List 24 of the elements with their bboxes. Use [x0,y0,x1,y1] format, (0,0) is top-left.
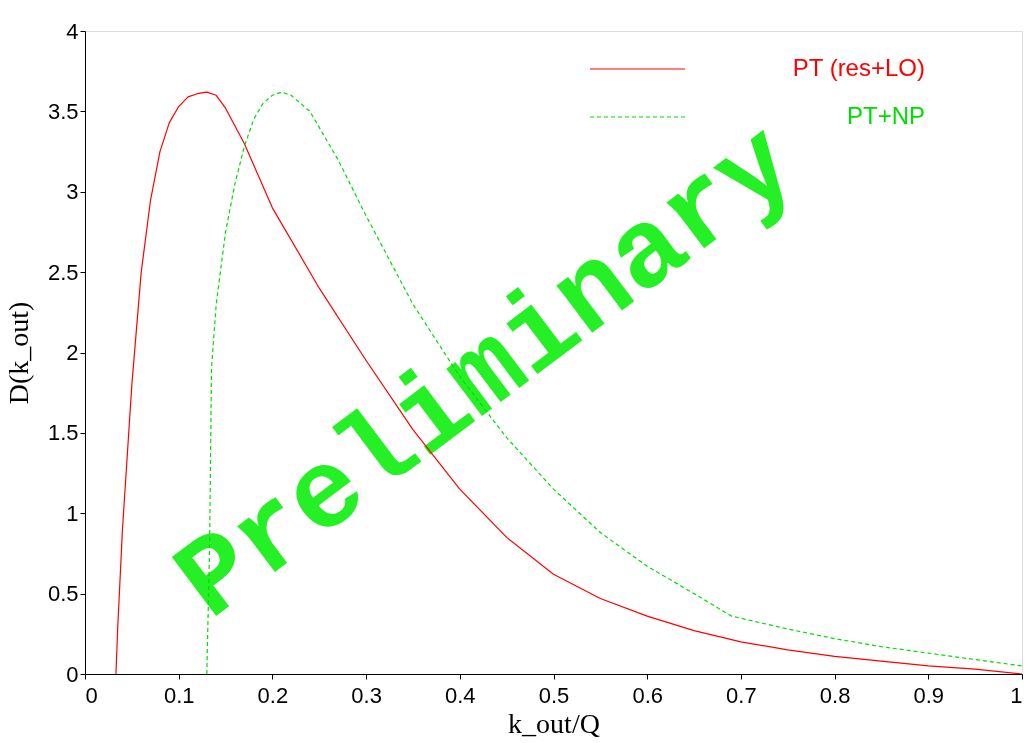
x-tick-label: 0 [85,682,98,708]
y-tick-label: 3.5 [47,98,79,124]
y-tick-label: 0.5 [47,581,79,607]
y-tick-label: 0 [66,661,79,687]
x-tick-label: 0.4 [445,682,476,708]
x-tick-label: 0.7 [726,682,757,708]
y-tick-label: 4 [66,18,79,44]
x-tick-label: 0.5 [538,682,570,708]
x-tick-label: 0.3 [351,682,382,708]
x-axis-title: k_out/Q [508,707,600,739]
x-tick-label: 0.9 [913,682,945,708]
text: PT+NP [846,102,925,129]
x-tick-label: 1 [1010,682,1023,708]
y-axis-title: D(k_out) [2,301,34,405]
x-tick-label: 0.6 [632,682,663,708]
y-tick-label: 1.5 [47,420,79,446]
x-tick-label: 0.1 [163,682,195,708]
x-tick-label: 0.2 [257,682,289,708]
text: PT (res+LO) [792,54,925,81]
y-tick-label: 1 [66,500,79,526]
y-tick-label: 2.5 [47,259,79,285]
y-tick-label: 2 [66,340,79,365]
x-tick-label: 0.8 [819,682,851,708]
y-tick-label: 3 [66,179,79,205]
